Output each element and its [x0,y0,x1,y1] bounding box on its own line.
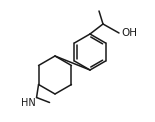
Text: OH: OH [121,28,137,38]
Text: HN: HN [21,98,35,108]
